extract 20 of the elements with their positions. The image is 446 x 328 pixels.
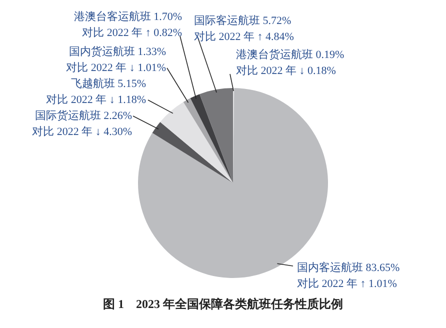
pie-slice (190, 94, 233, 183)
slice-label: 港澳台客运航班 1.70% (74, 10, 182, 23)
text: 对比 2022 年 ↑ 0.82% (82, 26, 182, 39)
pie-slice (152, 122, 233, 183)
text: 对比 2022 年 ↓ 1.18% (46, 93, 146, 106)
slice-label: 港澳台货运航班 0.19% (236, 48, 344, 61)
text: 对比 2022 年 ↓ 1.01% (66, 61, 166, 74)
slice-label: 国内客运航班 83.65% (297, 261, 400, 274)
pie-slice (200, 88, 233, 183)
text: 对比 2022 年 ↑ 4.84% (194, 30, 294, 43)
pie-slice (183, 98, 233, 183)
text: 图 1 2023 年全国保障各类航班任务性质比例 (102, 296, 344, 313)
slice-label: 国际客运航班 5.72% (194, 14, 292, 27)
text: 对比 2022 年 ↓ 4.30% (32, 125, 132, 138)
slice-label: 国内货运航班 1.33% (68, 45, 166, 58)
pie-slice (160, 102, 233, 183)
slice-label: 飞越航班 5.15% (70, 77, 146, 90)
slice-label: 国际货运航班 2.26% (34, 109, 132, 122)
text: 对比 2022 年 ↑ 1.01% (297, 277, 397, 290)
text: 对比 2022 年 ↓ 0.18% (236, 64, 336, 77)
